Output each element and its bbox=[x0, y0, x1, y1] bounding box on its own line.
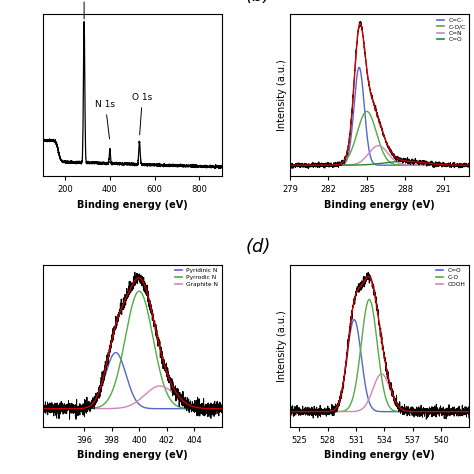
Text: (d): (d) bbox=[245, 238, 271, 256]
X-axis label: Binding energy (eV): Binding energy (eV) bbox=[77, 200, 188, 210]
Text: (b): (b) bbox=[245, 0, 271, 5]
Text: N 1s: N 1s bbox=[95, 100, 115, 139]
X-axis label: Binding energy (eV): Binding energy (eV) bbox=[77, 450, 188, 460]
Text: O 1s: O 1s bbox=[132, 93, 153, 135]
Y-axis label: Intensity (a.u.): Intensity (a.u.) bbox=[277, 59, 287, 131]
Legend: Pyridinic N, Pyrrodic N, Graphite N: Pyridinic N, Pyrrodic N, Graphite N bbox=[173, 266, 221, 289]
Text: C 1s: C 1s bbox=[74, 0, 94, 19]
X-axis label: Binding energy (eV): Binding energy (eV) bbox=[324, 200, 435, 210]
X-axis label: Binding energy (eV): Binding energy (eV) bbox=[324, 450, 435, 460]
Legend: C=O, C-O, COOH: C=O, C-O, COOH bbox=[434, 266, 468, 289]
Legend: C=C-, C-O/C, C=N, C=O: C=C-, C-O/C, C=N, C=O bbox=[435, 15, 468, 45]
Y-axis label: Intensity (a.u.): Intensity (a.u.) bbox=[277, 310, 287, 382]
